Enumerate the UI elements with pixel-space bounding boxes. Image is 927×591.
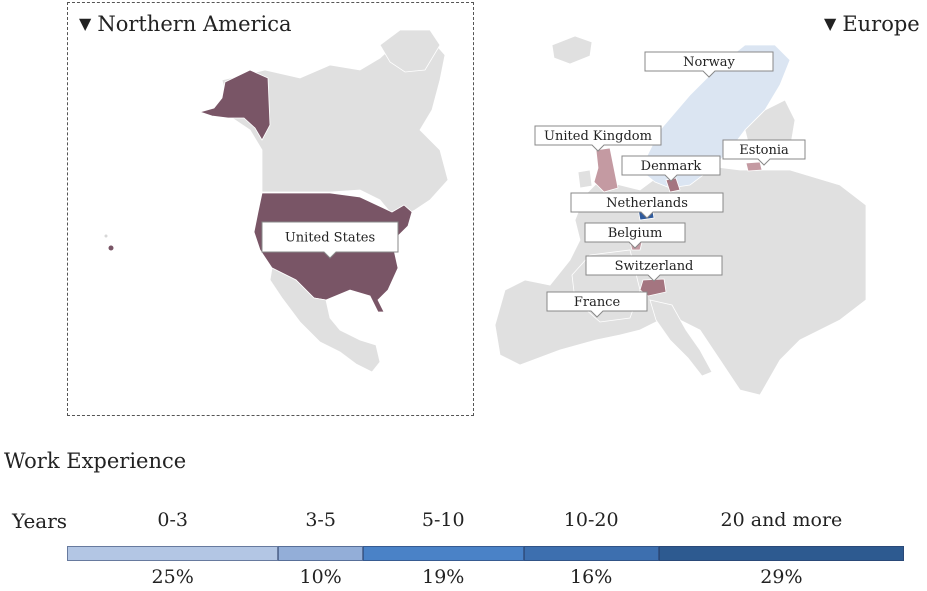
ireland-land	[577, 169, 593, 189]
map-canvas: United States Norway United Kingdom Denmark…	[104, 29, 867, 396]
hawaii-2	[104, 234, 108, 238]
callout-label: United States	[285, 231, 375, 246]
bar-segment-0-3	[67, 546, 279, 561]
callout-netherlands: Netherlands	[570, 192, 724, 219]
callout-box	[621, 155, 721, 182]
callout-label: Estonia	[739, 143, 789, 158]
callout-layer: United States Norway United Kingdom Denmark…	[261, 51, 806, 318]
range-label: 3-5	[305, 509, 336, 531]
percent-label: 10%	[299, 566, 342, 588]
bar-segment-3-5	[278, 546, 363, 561]
triangle-down-icon[interactable]: ▼	[824, 14, 837, 33]
callout-box	[261, 221, 399, 259]
greenland-land	[379, 29, 441, 73]
callout-label: United Kingdom	[544, 129, 652, 144]
callout-label: Netherlands	[606, 196, 688, 211]
callout-label: Denmark	[641, 159, 702, 174]
callout-box	[534, 125, 662, 152]
callout-france: France	[546, 291, 648, 318]
italy-land	[649, 299, 713, 377]
callout-united-states: United States	[261, 221, 399, 259]
callout-label: France	[574, 295, 621, 310]
callout-belgium: Belgium	[584, 222, 686, 249]
percent-label: 16%	[570, 566, 613, 588]
callout-estonia: Estonia	[722, 139, 806, 166]
north-america-map	[104, 29, 449, 373]
range-label: 20 and more	[720, 509, 843, 531]
callout-united-kingdom: United Kingdom	[534, 125, 662, 152]
iceland-land	[551, 35, 593, 65]
bar-segment-10-20	[523, 546, 659, 561]
callout-label: Belgium	[608, 226, 663, 241]
europe-title: Europe	[842, 12, 920, 36]
callout-switzerland: Switzerland	[585, 255, 723, 282]
callout-label: Norway	[683, 55, 735, 70]
scandinavia-region	[639, 44, 791, 189]
range-label: 0-3	[157, 509, 188, 531]
work-experience-bar	[67, 546, 904, 561]
work-experience-title: Work Experience	[4, 449, 187, 473]
europe-header[interactable]: ▼ Europe	[824, 12, 920, 36]
callout-box	[644, 51, 774, 78]
callout-box	[584, 222, 686, 249]
alaska[interactable]	[198, 69, 271, 141]
range-label: 10-20	[563, 509, 619, 531]
range-label: 5-10	[421, 509, 465, 531]
canada-land	[221, 37, 449, 216]
hawaii	[108, 245, 114, 251]
mexico-land	[269, 267, 381, 373]
callout-label: Switzerland	[615, 259, 694, 274]
percent-label: 19%	[422, 566, 465, 588]
callout-norway: Norway	[644, 51, 774, 78]
years-axis-label: Years	[12, 509, 68, 533]
callout-box	[585, 255, 723, 282]
estonia[interactable]	[745, 161, 763, 172]
triangle-down-icon[interactable]: ▼	[79, 14, 92, 33]
bar-segment-5-10	[362, 546, 524, 561]
callout-box	[722, 139, 806, 166]
northern-america-title: Northern America	[97, 12, 292, 36]
northern-america-header[interactable]: ▼ Northern America	[79, 12, 292, 36]
united-kingdom[interactable]	[593, 147, 619, 193]
callout-box	[546, 291, 648, 318]
bar-segment-20-and-more	[658, 546, 904, 561]
northern-america-panel	[67, 2, 474, 416]
callout-box	[570, 192, 724, 219]
percent-label: 25%	[151, 566, 194, 588]
percent-label: 29%	[760, 566, 803, 588]
callout-denmark: Denmark	[621, 155, 721, 182]
europe-map	[494, 35, 867, 396]
